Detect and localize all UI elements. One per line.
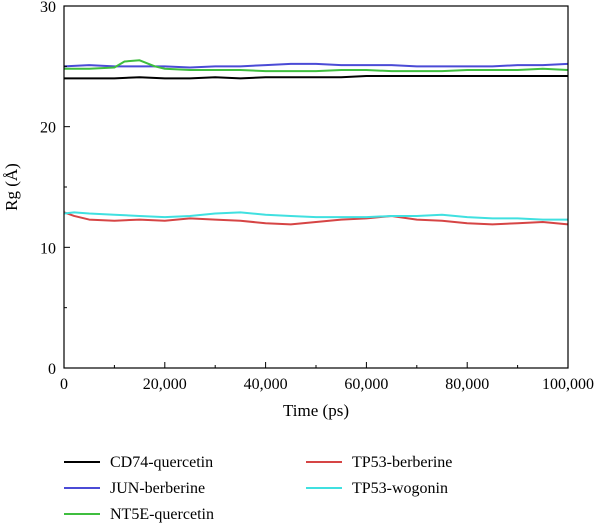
legend: CD74-quercetin JUN-berberine NT5E-querceti…: [64, 454, 452, 523]
legend-label: TP53-wogonin: [352, 480, 448, 497]
legend-label: JUN-berberine: [110, 480, 205, 497]
series-layer: [63, 59, 569, 226]
legend-label: NT5E-quercetin: [110, 506, 214, 523]
series-line-cd74-quercetin: [64, 74, 568, 80]
legend-label: CD74-quercetin: [110, 454, 213, 471]
x-tick-label: 20,000: [143, 376, 187, 393]
y-tick-label: 10: [40, 240, 56, 257]
y-axis-label: Rg (Å): [2, 163, 21, 211]
series-line-jun-berberine: [63, 62, 569, 69]
x-tick-label: 40,000: [244, 376, 288, 393]
y-tick-label: 0: [48, 361, 56, 378]
x-tick-label: 0: [60, 376, 68, 393]
x-tick-label: 80,000: [445, 376, 489, 393]
x-tick-label: 60,000: [344, 376, 388, 393]
series-line-nt5e-quercetin: [64, 59, 569, 73]
series-line-tp53-wogonin: [63, 211, 568, 221]
legend-label: TP53-berberine: [352, 454, 452, 471]
x-axis-label: Time (ps): [283, 401, 349, 420]
y-tick-label: 30: [40, 0, 56, 16]
series-line-tp53-berberine: [63, 211, 569, 226]
axes-layer: 0 20,000 40,000 60,000 80,000 100,000 0 10 20 30: [40, 0, 594, 393]
x-tick-label: 100,000: [542, 376, 594, 393]
y-tick-label: 20: [40, 120, 56, 137]
